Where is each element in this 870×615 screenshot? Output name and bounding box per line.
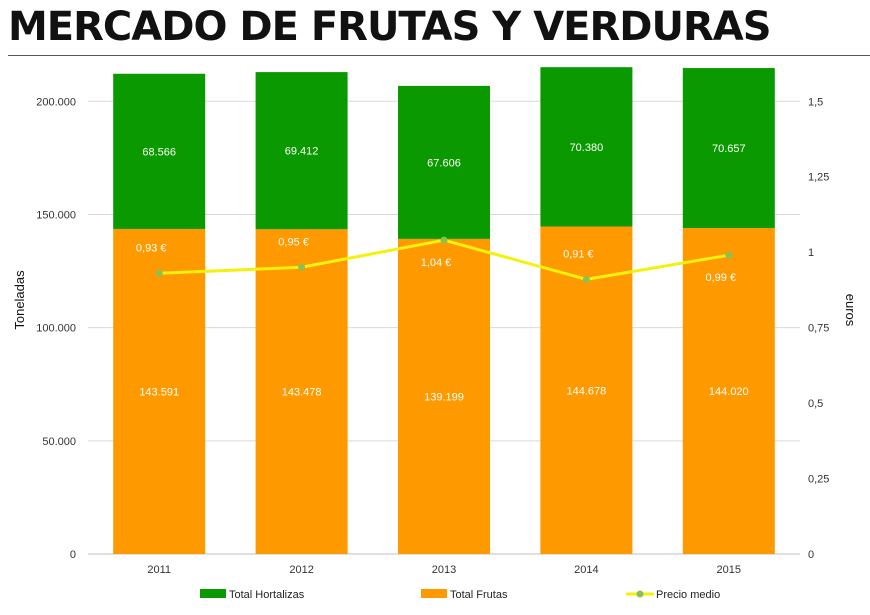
y2-tick-label: 1 — [808, 247, 814, 259]
data-label-frutas: 139.199 — [424, 391, 464, 403]
legend-label-precio: Precio medio — [656, 589, 720, 601]
y2-tick-label: 0,25 — [808, 474, 829, 486]
data-label-hortalizas: 69.412 — [285, 146, 319, 158]
y2-tick-label: 0,75 — [808, 323, 829, 335]
x-tick-label: 2015 — [717, 564, 741, 576]
bar-hortalizas — [682, 68, 775, 228]
precio-point — [725, 251, 733, 259]
data-label-precio: 0,91 € — [563, 248, 594, 260]
data-label-hortalizas: 68.566 — [142, 146, 176, 158]
precio-point — [155, 269, 163, 277]
data-label-frutas: 143.591 — [139, 386, 179, 398]
data-label-hortalizas: 70.380 — [570, 142, 604, 154]
y2-tick-label: 0 — [808, 549, 814, 561]
title-divider — [8, 55, 870, 56]
y2-tick-label: 1,5 — [808, 96, 823, 108]
legend-marker-precio — [636, 590, 644, 598]
y-tick-label: 0 — [70, 549, 76, 561]
precio-point — [440, 236, 448, 244]
legend-label-frutas: Total Frutas — [450, 589, 508, 601]
y-tick-label: 100.000 — [36, 323, 76, 335]
bar-frutas — [113, 228, 206, 554]
precio-point — [298, 263, 306, 271]
data-label-frutas: 144.020 — [709, 386, 749, 398]
data-label-precio: 0,93 € — [136, 242, 167, 254]
data-label-precio: 0,99 € — [706, 272, 737, 284]
bar-hortalizas — [398, 85, 490, 239]
x-tick-label: 2013 — [432, 564, 456, 576]
data-label-hortalizas: 67.606 — [427, 157, 461, 169]
y2-tick-label: 0,5 — [808, 398, 823, 410]
bar-frutas — [398, 238, 490, 554]
x-tick-label: 2014 — [574, 564, 598, 576]
data-label-hortalizas: 70.657 — [712, 143, 746, 155]
x-tick-label: 2011 — [147, 564, 171, 576]
legend-swatch-frutas — [421, 589, 447, 598]
bar-hortalizas — [113, 73, 206, 229]
y-axis-title: Toneladas — [12, 270, 27, 330]
precio-point — [582, 275, 590, 283]
x-tick-label: 2012 — [289, 564, 313, 576]
data-label-frutas: 144.678 — [567, 385, 607, 397]
legend-label-hortalizas: Total Hortalizas — [229, 589, 305, 601]
bar-frutas — [255, 229, 348, 554]
bar-hortalizas — [255, 72, 348, 230]
y-tick-label: 200.000 — [36, 96, 76, 108]
bar-hortalizas — [540, 67, 633, 227]
y-tick-label: 150.000 — [36, 209, 76, 221]
y2-axis-title: euros — [843, 294, 858, 327]
y2-tick-label: 1,25 — [808, 172, 829, 184]
chart-title: MERCADO DE FRUTAS Y VERDURAS — [8, 4, 772, 50]
bar-frutas — [682, 227, 775, 554]
data-label-frutas: 143.478 — [282, 387, 322, 399]
y-tick-label: 50.000 — [42, 436, 76, 448]
data-label-precio: 0,95 € — [278, 236, 309, 248]
legend-swatch-hortalizas — [200, 589, 226, 598]
data-label-precio: 1,04 € — [421, 257, 452, 269]
